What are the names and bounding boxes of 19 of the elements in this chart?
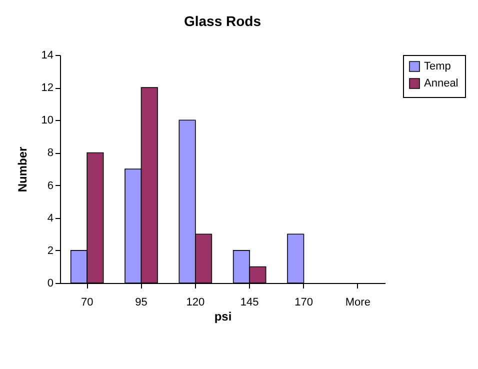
- y-tick-label: 6: [47, 180, 54, 192]
- x-axis-title: psi: [214, 310, 232, 324]
- y-tick-label: 12: [41, 82, 54, 94]
- y-tick-label: 4: [47, 212, 54, 224]
- y-tick-label: 2: [47, 244, 54, 257]
- y-tick-label: 10: [41, 114, 54, 127]
- x-tick-label: More: [345, 296, 370, 308]
- y-axis-title: Number: [15, 146, 30, 192]
- y-tick-label: 8: [47, 147, 54, 160]
- x-tick-label: 120: [186, 296, 205, 308]
- y-tick-label: 14: [41, 50, 54, 62]
- chart-title: Glass Rods: [184, 13, 262, 29]
- x-tick-label: 145: [240, 296, 259, 308]
- legend-label: Temp: [424, 60, 451, 72]
- x-tick-label: 170: [294, 296, 313, 308]
- x-tick-label: 70: [80, 296, 94, 308]
- y-tick-label: 0: [47, 278, 54, 290]
- x-tick-label: 95: [135, 296, 148, 308]
- legend-label: Anneal: [424, 78, 458, 90]
